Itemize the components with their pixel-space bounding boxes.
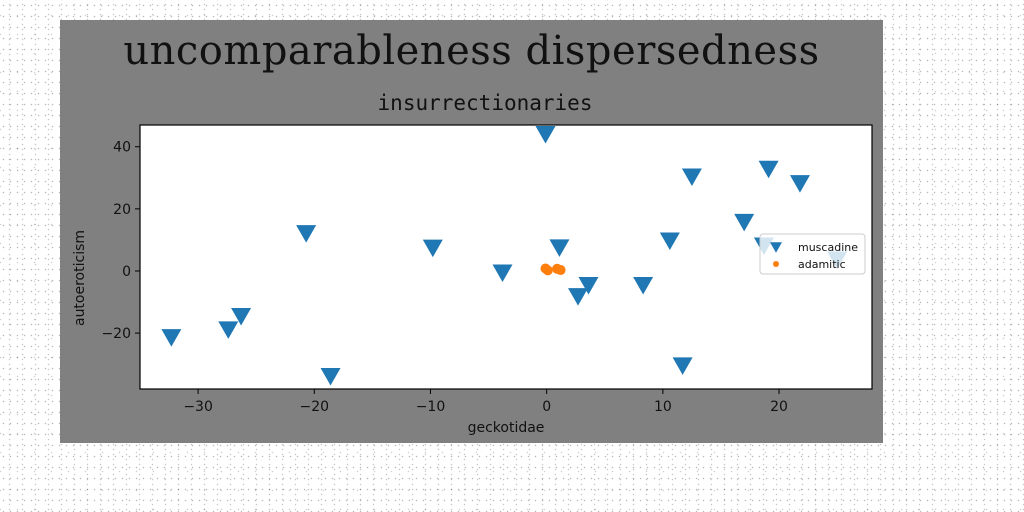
data-point-muscadine <box>633 276 654 295</box>
y-tick-label: 40 <box>113 140 131 156</box>
data-point-muscadine <box>789 175 810 193</box>
ticks-layer: −30 −20 −10 0 10 20 −20 0 20 40 <box>101 140 788 415</box>
y-tick-label: 0 <box>122 264 131 280</box>
data-point-muscadine <box>231 308 252 326</box>
legend-box <box>759 233 866 275</box>
data-point-muscadine <box>681 168 702 187</box>
data-point-muscadine <box>568 288 589 306</box>
legend-label-adamitic: adamitic <box>798 258 846 271</box>
data-point-muscadine <box>218 321 239 339</box>
data-point-muscadine <box>320 367 341 386</box>
data-point-muscadine <box>492 264 513 283</box>
legend-label-muscadine: muscadine <box>798 241 858 254</box>
legend: muscadine adamitic <box>759 233 866 275</box>
x-tick-label: −30 <box>183 399 213 415</box>
data-point-muscadine <box>535 126 556 144</box>
x-tick-label: 10 <box>654 399 672 415</box>
data-point-muscadine <box>161 329 182 347</box>
scatter-chart: insurrectionaries −30 −20 −10 0 10 20 −20 0 20 40… <box>72 91 873 436</box>
figure-canvas: uncomparableness dispersedness insurrect… <box>60 20 883 443</box>
plot-area <box>140 125 872 389</box>
data-point-muscadine <box>672 357 693 375</box>
chart-title: insurrectionaries <box>378 91 593 115</box>
x-tick-label: −10 <box>416 399 446 415</box>
data-point-muscadine <box>659 232 680 251</box>
data-point-muscadine <box>296 225 317 243</box>
plot-frame <box>139 124 873 390</box>
data-point-muscadine <box>758 160 779 179</box>
y-tick-label: 20 <box>113 202 131 218</box>
data-point-muscadine <box>578 276 599 295</box>
x-tick-label: 20 <box>770 399 788 415</box>
x-tick-label: 0 <box>542 399 551 415</box>
x-axis-label: geckotidae <box>468 420 545 436</box>
data-point-muscadine <box>734 213 755 232</box>
figure-suptitle: uncomparableness dispersedness <box>123 28 820 74</box>
data-point-muscadine <box>422 239 443 258</box>
legend-marker-adamitic <box>773 261 779 267</box>
legend-marker-muscadine <box>770 242 782 253</box>
data-point-adamitic <box>555 265 566 276</box>
data-point-muscadine <box>549 239 570 257</box>
y-tick-label: −20 <box>101 326 131 342</box>
y-axis-label: autoeroticism <box>72 230 88 326</box>
data-point-adamitic <box>542 265 553 276</box>
x-tick-label: −20 <box>300 399 330 415</box>
